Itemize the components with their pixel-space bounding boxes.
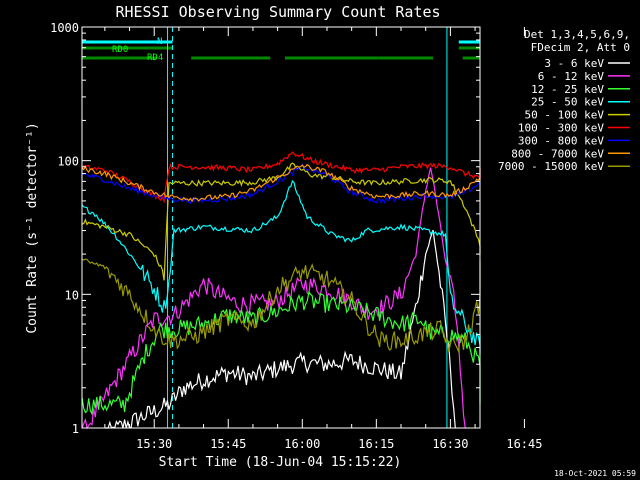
x-tick-label-0: 15:30 [136, 437, 172, 451]
y-tick-label-1: 10 [65, 288, 79, 302]
flag-label-rd4: RD4 [147, 53, 163, 63]
legend-label-5: 100 - 300 keV [518, 122, 604, 135]
y-tick-label-2: 100 [57, 155, 79, 169]
plot-frame [81, 26, 481, 429]
legend-label-4: 50 - 100 keV [525, 109, 605, 122]
y-tick-label-3: 1000 [50, 21, 79, 35]
series-line-8 [81, 258, 481, 354]
y-axis-label: Count Rate (s⁻¹ detector⁻¹) [25, 122, 40, 333]
legend-label-1: 6 - 12 keV [538, 70, 605, 83]
timestamp: 18-Oct-2021 05:59 [554, 469, 636, 478]
x-tick-label-3: 16:15 [358, 437, 394, 451]
flag-label-rd0: RD0 [112, 45, 128, 55]
series-line-7 [81, 163, 481, 203]
series-line-4 [81, 162, 481, 281]
axes: 15:30 15:45 16:00 16:15 16:30 16:45 1 10 100 1000 [50, 21, 542, 451]
series-line-6 [81, 163, 481, 205]
x-tick-label-5: 16:45 [506, 437, 542, 451]
x-axis-label: Start Time (18-Jun-04 15:15:22) [159, 455, 402, 470]
info-line-decimation: FDecim 2, Att 0 [531, 41, 630, 54]
legend: Det 1,3,4,5,6,9, FDecim 2, Att 0 3 - 6 k… [498, 28, 630, 173]
legend-label-8: 7000 - 15000 keV [498, 160, 604, 173]
series-line-5 [81, 151, 481, 204]
legend-label-7: 800 - 7000 keV [511, 147, 604, 160]
series-line-2 [81, 290, 481, 416]
series-line-1 [81, 167, 466, 430]
x-tick-label-1: 15:45 [210, 437, 246, 451]
series-lines [81, 151, 481, 430]
legend-label-2: 12 - 25 keV [531, 83, 604, 96]
series-line-0 [104, 229, 456, 429]
legend-label-3: 25 - 50 keV [531, 96, 604, 109]
series-line-3 [81, 179, 481, 355]
flag-label-n: N [157, 37, 162, 47]
x-tick-label-2: 16:00 [284, 437, 320, 451]
info-line-detectors: Det 1,3,4,5,6,9, [524, 28, 630, 41]
chart-title: RHESSI Observing Summary Count Rates [115, 3, 440, 21]
legend-label-6: 300 - 800 keV [518, 134, 604, 147]
y-tick-label-0: 1 [72, 422, 79, 436]
x-tick-label-4: 16:30 [432, 437, 468, 451]
observing-flags: N RD0 RD4 [82, 37, 480, 63]
legend-label-0: 3 - 6 keV [544, 57, 604, 70]
